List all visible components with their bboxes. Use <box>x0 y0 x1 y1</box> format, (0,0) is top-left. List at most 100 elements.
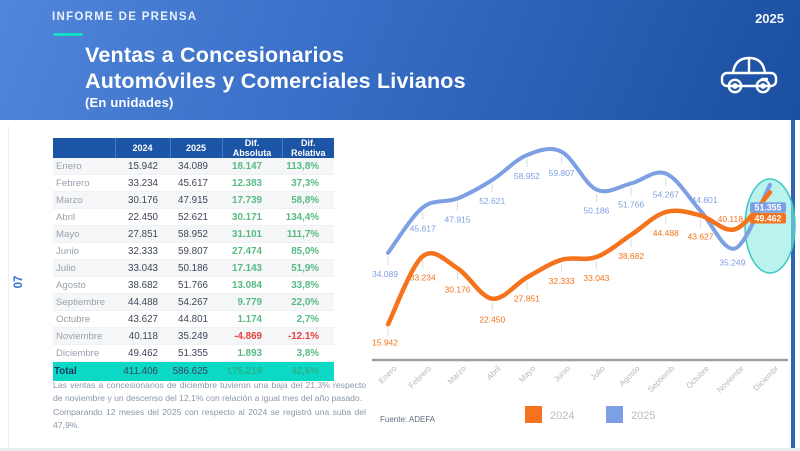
x-axis-label: Marzo <box>446 364 468 386</box>
table-header: 2024 2025 Dif. Absoluta Dif. Relativa <box>53 138 334 158</box>
legend-swatch-2025 <box>606 406 623 423</box>
table-row: Diciembre 49.462 51.355 1.893 3,8% <box>53 344 334 362</box>
table-cell: Julio <box>53 259 115 277</box>
table-row: Noviembre 40.118 35.249 -4.869 -12.1% <box>53 327 334 345</box>
title-line1: Ventas a Concesionarios <box>85 43 345 67</box>
bottom-edge <box>0 448 800 451</box>
december-badge <box>750 213 786 224</box>
data-label-2024: 43.627 <box>688 231 714 241</box>
data-label-2025: 44.801 <box>692 195 718 205</box>
page-number: 07 <box>13 275 25 289</box>
table-cell: 30.176 <box>115 191 170 209</box>
table-cell: 51,9% <box>282 259 334 277</box>
table-cell: 111,7% <box>282 225 334 243</box>
data-label-2025: 34.089 <box>372 269 398 279</box>
x-axis-label: Junio <box>552 364 572 384</box>
table-cell: 85,0% <box>282 242 334 260</box>
table-row: Marzo 30.176 47.915 17.739 58,8% <box>53 191 334 209</box>
table-cell: 50.186 <box>170 259 222 277</box>
table-cell: 27.474 <box>222 242 282 260</box>
data-label-2024: 15.942 <box>372 337 398 347</box>
table-cell: 37,3% <box>282 174 334 192</box>
car-icon <box>720 56 778 94</box>
x-axis-label: Abril <box>485 364 503 382</box>
table-cell: 33.234 <box>115 174 170 192</box>
table-cell: 54.267 <box>170 293 222 311</box>
table-cell: Marzo <box>53 191 115 209</box>
table-cell: 45.617 <box>170 174 222 192</box>
table-row: Julio 33.043 50.186 17.143 51,9% <box>53 259 334 277</box>
report-kicker: INFORME DE PRENSA <box>52 11 198 23</box>
footnote-2: Comparando 12 meses del 2025 con respect… <box>53 406 366 430</box>
table-cell: 43.627 <box>115 310 170 328</box>
december-badge <box>750 202 786 213</box>
table-cell: 1.893 <box>222 344 282 362</box>
table-row: Abril 22.450 52.621 30.171 134,4% <box>53 208 334 226</box>
data-label-2024: 40.118 <box>718 214 744 224</box>
table-cell: Septiembre <box>53 293 115 311</box>
table-cell: Abril <box>53 208 115 226</box>
column-header: 2024 <box>114 138 170 158</box>
table-row: Septiembre 44.488 54.267 9.779 22,0% <box>53 293 334 311</box>
x-axis-label: Septiemb <box>646 364 677 395</box>
data-label-2025: 59.807 <box>549 168 575 178</box>
x-axis-label: Enero <box>377 364 399 386</box>
table-cell: 51.766 <box>170 276 222 294</box>
table-cell: 58.952 <box>170 225 222 243</box>
table-cell: 42,6% <box>282 361 334 381</box>
table-cell: 22.450 <box>115 208 170 226</box>
table-cell: 3,8% <box>282 344 334 362</box>
table-cell: 58,8% <box>282 191 334 209</box>
table-cell: 586.625 <box>170 361 222 381</box>
table-cell: 411.406 <box>115 361 170 381</box>
table-cell: Diciembre <box>53 344 115 362</box>
table-cell: -12.1% <box>282 327 334 345</box>
table-cell: 47.915 <box>170 191 222 209</box>
table-cell: 2,7% <box>282 310 334 328</box>
table-cell: 175.219 <box>222 361 282 381</box>
kicker-underline <box>53 33 83 36</box>
december-badge-value: 51.355 <box>755 203 782 213</box>
table-row: Agosto 38.682 51.766 13.084 33,8% <box>53 276 334 294</box>
sales-line-chart: Enero Febrero Marzo Abril Mayo Junio Julio Agos… <box>372 147 796 424</box>
table-cell: -4.869 <box>222 327 282 345</box>
table-cell: Octubre <box>53 310 115 328</box>
table-cell: 113,8% <box>282 158 334 175</box>
legend-swatch-2024 <box>525 406 542 423</box>
table-cell: 44.801 <box>170 310 222 328</box>
legend-label-2024: 2024 <box>550 410 574 422</box>
table-cell: 34.089 <box>170 158 222 175</box>
column-header: 2025 <box>169 138 222 158</box>
table-row: Febrero 33.234 45.617 12.383 37,3% <box>53 174 334 192</box>
data-label-2024: 32.333 <box>549 276 575 286</box>
table-cell: 59.807 <box>170 242 222 260</box>
table-cell: 32.333 <box>115 242 170 260</box>
column-header: Dif. Relativa <box>281 138 334 158</box>
data-label-2025: 51.766 <box>618 199 644 209</box>
series-line-2024 <box>385 190 773 327</box>
table-cell: Junio <box>53 242 115 260</box>
data-label-2025: 50.186 <box>583 206 609 216</box>
table-cell: Total <box>53 361 115 381</box>
data-label-2024: 30.176 <box>445 284 471 294</box>
header-year: 2025 <box>755 11 784 26</box>
footnote-1: Las ventas a concesionarios de diciembre… <box>53 380 366 404</box>
table-cell: 15.942 <box>115 158 170 175</box>
title-line2: Automóviles y Comerciales Livianos <box>85 69 466 93</box>
table-cell: 44.488 <box>115 293 170 311</box>
x-axis-label: Diciembr <box>752 364 781 393</box>
title-subtitle: (En unidades) <box>85 95 174 110</box>
december-badge-value: 49.462 <box>755 213 782 223</box>
data-label-2024: 38.682 <box>618 251 644 261</box>
table-cell: 1.174 <box>222 310 282 328</box>
sales-table-wrap: 2024 2025 Dif. Absoluta Dif. Relativa Enero… <box>53 138 334 381</box>
table-row: Mayo 27.851 58.952 31.101 111,7% <box>53 225 334 243</box>
table-row: Junio 32.333 59.807 27.474 85,0% <box>53 242 334 260</box>
table-cell: Agosto <box>53 276 115 294</box>
source-label: Fuente: ADEFA <box>380 415 436 424</box>
sales-table: 2024 2025 Dif. Absoluta Dif. Relativa Enero… <box>53 138 334 381</box>
x-axis-label: Noviembr <box>715 364 746 395</box>
column-header: Dif. Absoluta <box>221 138 282 158</box>
table-row: Octubre 43.627 44.801 1.174 2,7% <box>53 310 334 328</box>
table-cell: 51.355 <box>170 344 222 362</box>
